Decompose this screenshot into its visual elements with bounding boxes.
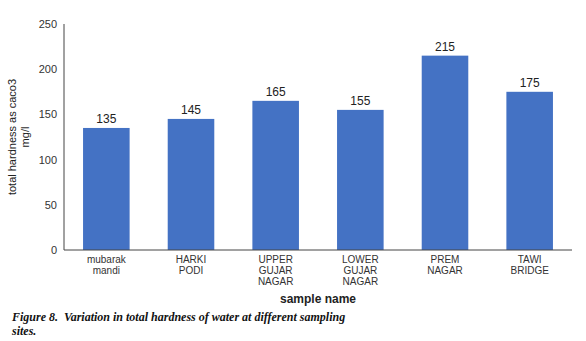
data-label: 175: [520, 76, 540, 90]
text-line: BRIDGE: [510, 265, 549, 276]
data-label: 165: [266, 85, 286, 99]
bar: [83, 128, 130, 250]
x-axis-label: sample name: [280, 292, 356, 306]
chart-container: 135 145 165 155 215 175 0 50 100 150 200 250 mubarak…: [0, 0, 586, 341]
text-line: Figure 8. Variation in total hardness of…: [11, 310, 345, 324]
bars: [83, 56, 553, 250]
y-tick-label: 100: [39, 154, 57, 166]
text-line: mandi: [93, 265, 120, 276]
text-line: mg/l: [19, 127, 31, 148]
text-line: NAGAR: [427, 265, 463, 276]
y-axis-label: total hardness as caco3mg/l: [6, 79, 31, 195]
bar: [422, 56, 469, 250]
data-label: 145: [181, 103, 201, 117]
bar: [506, 92, 553, 250]
text-line: GUJAR: [259, 265, 293, 276]
chart-svg: 135 145 165 155 215 175 0 50 100 150 200 250 mubarak…: [0, 0, 586, 341]
x-tick-label: UPPERGUJARNAGAR: [258, 254, 294, 287]
x-tick-label: mubarakmandi: [87, 254, 127, 276]
x-tick-label: PREMNAGAR: [427, 254, 463, 276]
y-tick-label: 150: [39, 108, 57, 120]
data-label: 155: [350, 94, 370, 108]
text-line: HARKI: [176, 254, 207, 265]
bar: [168, 119, 215, 250]
bar: [252, 101, 299, 250]
y-tick-label: 0: [51, 244, 57, 256]
y-tick-label: 200: [39, 63, 57, 75]
text-line: LOWER: [342, 254, 379, 265]
x-axis-line: [64, 250, 572, 251]
text-line: UPPER: [258, 254, 292, 265]
data-label: 215: [435, 40, 455, 54]
caption: Figure 8. Variation in total hardness of…: [11, 310, 345, 338]
text-line: mubarak: [87, 254, 127, 265]
text-line: NAGAR: [258, 276, 294, 287]
x-tick-label: TAWIBRIDGE: [510, 254, 549, 276]
y-tick-label: 250: [39, 18, 57, 30]
text-line: PREM: [431, 254, 460, 265]
data-label: 135: [96, 112, 116, 126]
text-line: TAWI: [518, 254, 542, 265]
text-line: total hardness as caco3: [6, 79, 18, 195]
y-tick-label: 50: [45, 199, 57, 211]
text-line: PODI: [179, 265, 203, 276]
bar: [337, 110, 384, 250]
x-tick-label: LOWERGUJARNAGAR: [342, 254, 379, 287]
text-line: sites.: [11, 324, 36, 338]
x-tick-label: HARKIPODI: [176, 254, 207, 276]
text-line: GUJAR: [343, 265, 377, 276]
text-line: NAGAR: [343, 276, 379, 287]
y-axis-line: [64, 24, 65, 250]
